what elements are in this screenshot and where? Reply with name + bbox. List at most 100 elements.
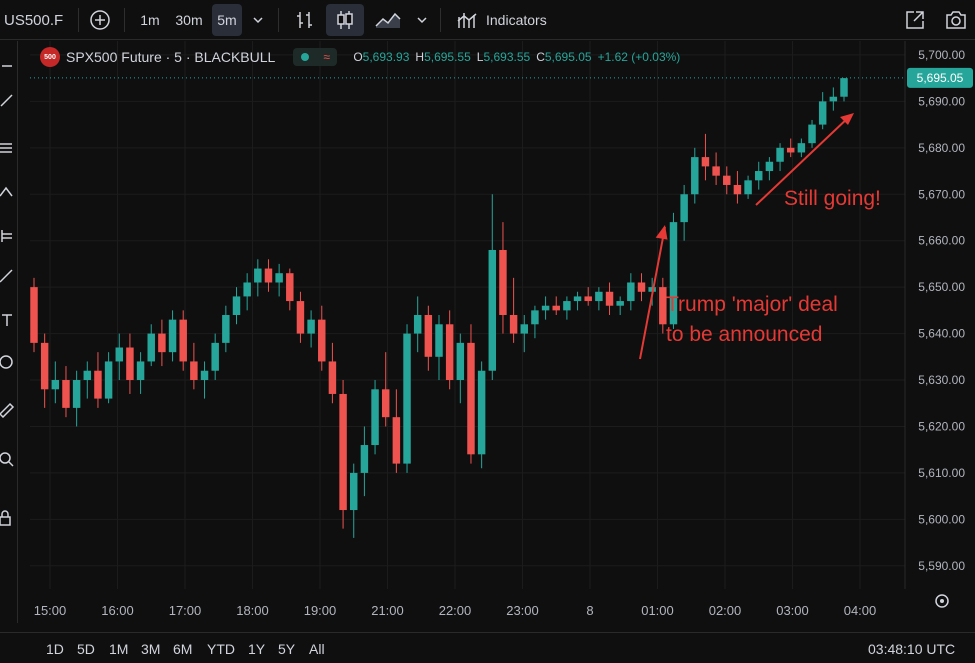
candle-body: [733, 184, 742, 195]
candle-body: [797, 143, 806, 153]
chart-type-dropdown-button[interactable]: [410, 4, 434, 36]
chart-pane[interactable]: 5,700.00 5,690.00 5,680.00 5,670.00 5,660.00…: [30, 41, 975, 623]
candle: [808, 119, 816, 148]
range-1m-button[interactable]: 1M: [109, 641, 129, 657]
area-chart-icon: [375, 12, 401, 28]
legend-title[interactable]: SPX500 Future · 5 · BLACKBULL: [66, 49, 276, 65]
candle-body: [712, 166, 720, 176]
brush-tool[interactable]: [0, 265, 16, 287]
icons-tool[interactable]: [0, 351, 16, 373]
candle-body: [467, 342, 475, 455]
annotation-arrow-2: [755, 115, 851, 206]
fib-tool[interactable]: [0, 137, 16, 159]
candle-body: [552, 305, 560, 311]
range-1y-button[interactable]: 1Y: [248, 641, 266, 657]
market-status[interactable]: ≈: [293, 48, 338, 66]
screenshot-button[interactable]: [940, 4, 972, 36]
candle: [264, 259, 273, 292]
toolbar-divider: [124, 8, 125, 32]
measure-tool[interactable]: [0, 399, 16, 421]
candle: [456, 333, 465, 404]
candle-body: [350, 472, 358, 511]
candle: [83, 361, 92, 399]
candles-layer: [30, 78, 848, 538]
candle-body: [595, 291, 603, 302]
candle-body: [254, 268, 262, 283]
range-1d-button[interactable]: 1D: [46, 641, 64, 657]
range-5y-button[interactable]: 5Y: [278, 641, 296, 657]
area-chart-type-button[interactable]: [370, 4, 406, 36]
bar-chart-type-button[interactable]: [290, 4, 320, 36]
interval-30m-button[interactable]: 30m: [170, 4, 208, 36]
candle-body: [200, 370, 209, 381]
annotation-deal-line2: to be announced: [666, 323, 822, 346]
candle: [818, 92, 827, 130]
price-tick-label: 5,640.00: [918, 327, 965, 341]
plus-circle-icon: [90, 10, 110, 30]
candle: [520, 315, 528, 353]
candle: [595, 287, 603, 311]
range-all-button[interactable]: All: [309, 641, 325, 657]
price-chart[interactable]: 5,700.00 5,690.00 5,680.00 5,670.00 5,660.00…: [30, 41, 975, 623]
candle-body: [275, 273, 283, 283]
price-tick-label: 5,620.00: [918, 419, 965, 433]
utc-clock[interactable]: 03:48:10 UTC: [868, 641, 956, 657]
candle-body: [190, 361, 198, 381]
candles-chart-type-button[interactable]: [326, 4, 364, 36]
candle-body: [307, 319, 315, 334]
time-tick-label: 22:00: [439, 603, 472, 618]
candle-body: [232, 296, 241, 315]
gear-icon-center: [940, 599, 944, 603]
forecast-tool[interactable]: [0, 225, 16, 247]
candle-body: [637, 282, 646, 292]
drawing-toolbar: [0, 41, 18, 623]
time-tick-label: 18:00: [236, 603, 269, 618]
candle: [413, 296, 422, 353]
candle-body: [456, 342, 465, 381]
range-5d-button[interactable]: 5D: [77, 641, 95, 657]
interval-dropdown-button[interactable]: [246, 4, 270, 36]
candle: [126, 333, 134, 394]
candles-icon: [337, 11, 353, 29]
time-tick-label: 8: [586, 603, 593, 618]
range-6m-button[interactable]: 6M: [173, 641, 193, 657]
candle-body: [168, 319, 177, 353]
settings-gear[interactable]: [935, 594, 949, 608]
expand-button[interactable]: [900, 4, 930, 36]
candle: [584, 287, 592, 306]
candle: [190, 342, 198, 390]
candle-body: [808, 124, 816, 144]
symbol-search-button[interactable]: US500.F: [4, 4, 74, 36]
range-ytd-button[interactable]: YTD: [207, 641, 235, 657]
indicators-button[interactable]: Indicators: [452, 4, 564, 36]
candle-body: [40, 342, 49, 390]
candle: [40, 333, 49, 408]
interval-5m-button[interactable]: 5m: [212, 4, 242, 36]
pattern-tool[interactable]: [0, 181, 16, 203]
candle: [243, 273, 251, 311]
low-key: L: [476, 50, 484, 64]
candle-body: [723, 175, 731, 185]
price-axis[interactable]: 5,700.00 5,690.00 5,680.00 5,670.00 5,660.00…: [918, 48, 965, 573]
candle-body: [413, 315, 422, 334]
toolbar-divider: [440, 8, 441, 32]
candle: [392, 389, 401, 473]
interval-30m-label: 30m: [175, 12, 203, 28]
symbol-logo: 500: [40, 47, 60, 67]
cursor-tool[interactable]: [0, 55, 16, 77]
candle: [563, 296, 571, 320]
time-axis[interactable]: 15:00 16:00 17:00 18:00 19:00 21:00 22:00 23:00…: [34, 603, 877, 618]
candle: [680, 184, 688, 241]
close-key: C: [536, 50, 545, 64]
interval-1m-button[interactable]: 1m: [136, 4, 164, 36]
price-tick-label: 5,660.00: [918, 234, 965, 248]
compare-symbol-button[interactable]: [84, 4, 116, 36]
annotation-arrow-1: [639, 226, 666, 360]
bottom-toolbar: 1D 5D 1M 3M 6M YTD 1Y 5Y All 03:48:10 UT…: [0, 632, 975, 663]
time-tick-label: 17:00: [169, 603, 202, 618]
lock-tool[interactable]: [0, 507, 16, 529]
range-3m-button[interactable]: 3M: [141, 641, 161, 657]
trend-line-tool[interactable]: [0, 89, 16, 111]
zoom-tool[interactable]: [0, 449, 16, 471]
text-tool[interactable]: [0, 309, 16, 331]
